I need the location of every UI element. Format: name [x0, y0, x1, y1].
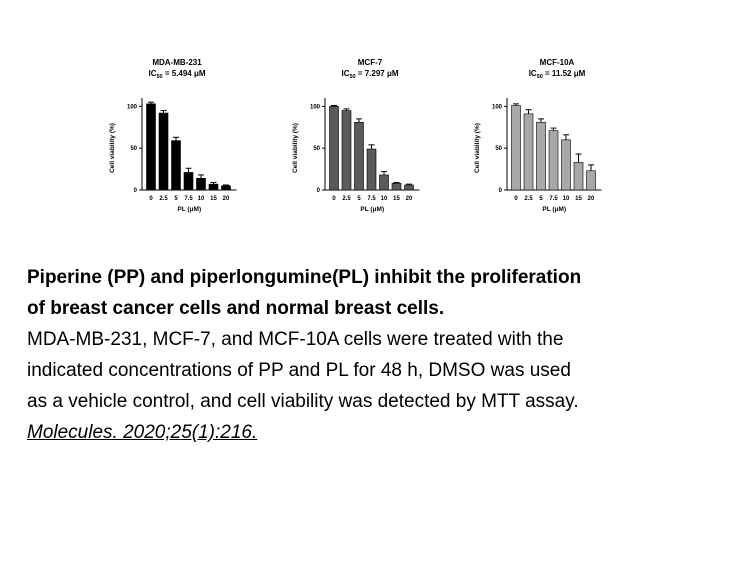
chart-figure: MDA-MB-231 IC50 = 5.494 μM 0 50 100 Cell viab… — [100, 40, 680, 230]
panel-title: MDA-MB-231 — [152, 58, 202, 67]
panel-title: MCF-10A — [540, 58, 575, 67]
x-tick-label: 0 — [514, 196, 518, 202]
bar — [341, 110, 352, 191]
x-tick-label: 5 — [357, 196, 361, 202]
x-tick-label: 10 — [198, 196, 205, 202]
x-tick-label: 7.5 — [184, 196, 193, 202]
x-tick-label: 7.5 — [549, 196, 558, 202]
y-axis-label: Cell viability (%) — [474, 123, 481, 173]
bar — [329, 106, 339, 191]
x-axis-label: PL (μM) — [542, 206, 566, 213]
x-tick-label: 20 — [406, 196, 413, 202]
y-axis-label: Cell viability (%) — [292, 123, 299, 173]
bar — [158, 112, 169, 191]
bar — [354, 121, 364, 191]
x-tick-label: 2.5 — [342, 196, 351, 202]
bar — [379, 174, 389, 191]
y-tick-label: 50 — [130, 146, 137, 152]
caption-citation-link[interactable]: Molecules. 2020;25(1):216. — [27, 422, 258, 443]
bar — [391, 183, 402, 191]
bar — [548, 130, 559, 191]
x-tick-label: 5 — [174, 196, 178, 202]
bar — [183, 172, 194, 191]
bar — [573, 162, 584, 191]
panel-ic50: IC50 = 7.297 μM — [341, 69, 398, 80]
bar — [511, 105, 521, 191]
bar — [586, 170, 596, 191]
caption-heading-line1: Piperine (PP) and piperlongumine(PL) inh… — [27, 267, 582, 288]
bar — [536, 121, 546, 191]
bar — [561, 139, 571, 191]
y-tick-label: 0 — [134, 188, 138, 194]
x-tick-label: 20 — [223, 196, 230, 202]
panel-ic50: IC50 = 11.52 μM — [529, 69, 586, 80]
x-axis-label: PL (μM) — [177, 206, 201, 213]
bar — [171, 140, 181, 191]
x-axis-label: PL (μM) — [360, 206, 384, 213]
x-tick-label: 15 — [210, 196, 217, 202]
x-tick-label: 0 — [332, 196, 336, 202]
x-tick-label: 10 — [381, 196, 388, 202]
y-tick-label: 100 — [310, 104, 321, 110]
x-tick-label: 5 — [539, 196, 543, 202]
x-tick-label: 15 — [575, 196, 582, 202]
y-tick-label: 50 — [495, 146, 502, 152]
x-tick-label: 15 — [393, 196, 400, 202]
bar — [146, 103, 156, 191]
bar — [523, 113, 534, 191]
caption-heading-line2: of breast cancer cells and normal breast… — [27, 298, 445, 319]
figure-caption: Piperine (PP) and piperlongumine(PL) inh… — [27, 262, 747, 448]
bar — [366, 148, 377, 191]
x-tick-label: 20 — [588, 196, 595, 202]
x-tick-label: 0 — [149, 196, 153, 202]
caption-body-line2: indicated concentrations of PP and PL fo… — [27, 360, 571, 381]
panel-ic50: IC50 = 5.494 μM — [148, 69, 205, 80]
bar — [196, 177, 206, 191]
y-tick-label: 100 — [492, 104, 503, 110]
caption-body-line3: as a vehicle control, and cell viability… — [27, 391, 579, 412]
x-tick-label: 10 — [563, 196, 570, 202]
y-tick-label: 0 — [317, 188, 321, 194]
panel-title: MCF-7 — [358, 58, 383, 67]
y-axis-label: Cell viability (%) — [109, 123, 116, 173]
y-tick-label: 50 — [313, 146, 320, 152]
y-tick-label: 0 — [499, 188, 503, 194]
caption-body-line1: MDA-MB-231, MCF-7, and MCF-10A cells wer… — [27, 329, 564, 350]
y-tick-label: 100 — [127, 104, 138, 110]
bar — [221, 185, 231, 191]
x-tick-label: 7.5 — [367, 196, 376, 202]
x-tick-label: 2.5 — [524, 196, 533, 202]
bar — [404, 184, 414, 191]
bar — [208, 183, 219, 191]
x-tick-label: 2.5 — [159, 196, 168, 202]
